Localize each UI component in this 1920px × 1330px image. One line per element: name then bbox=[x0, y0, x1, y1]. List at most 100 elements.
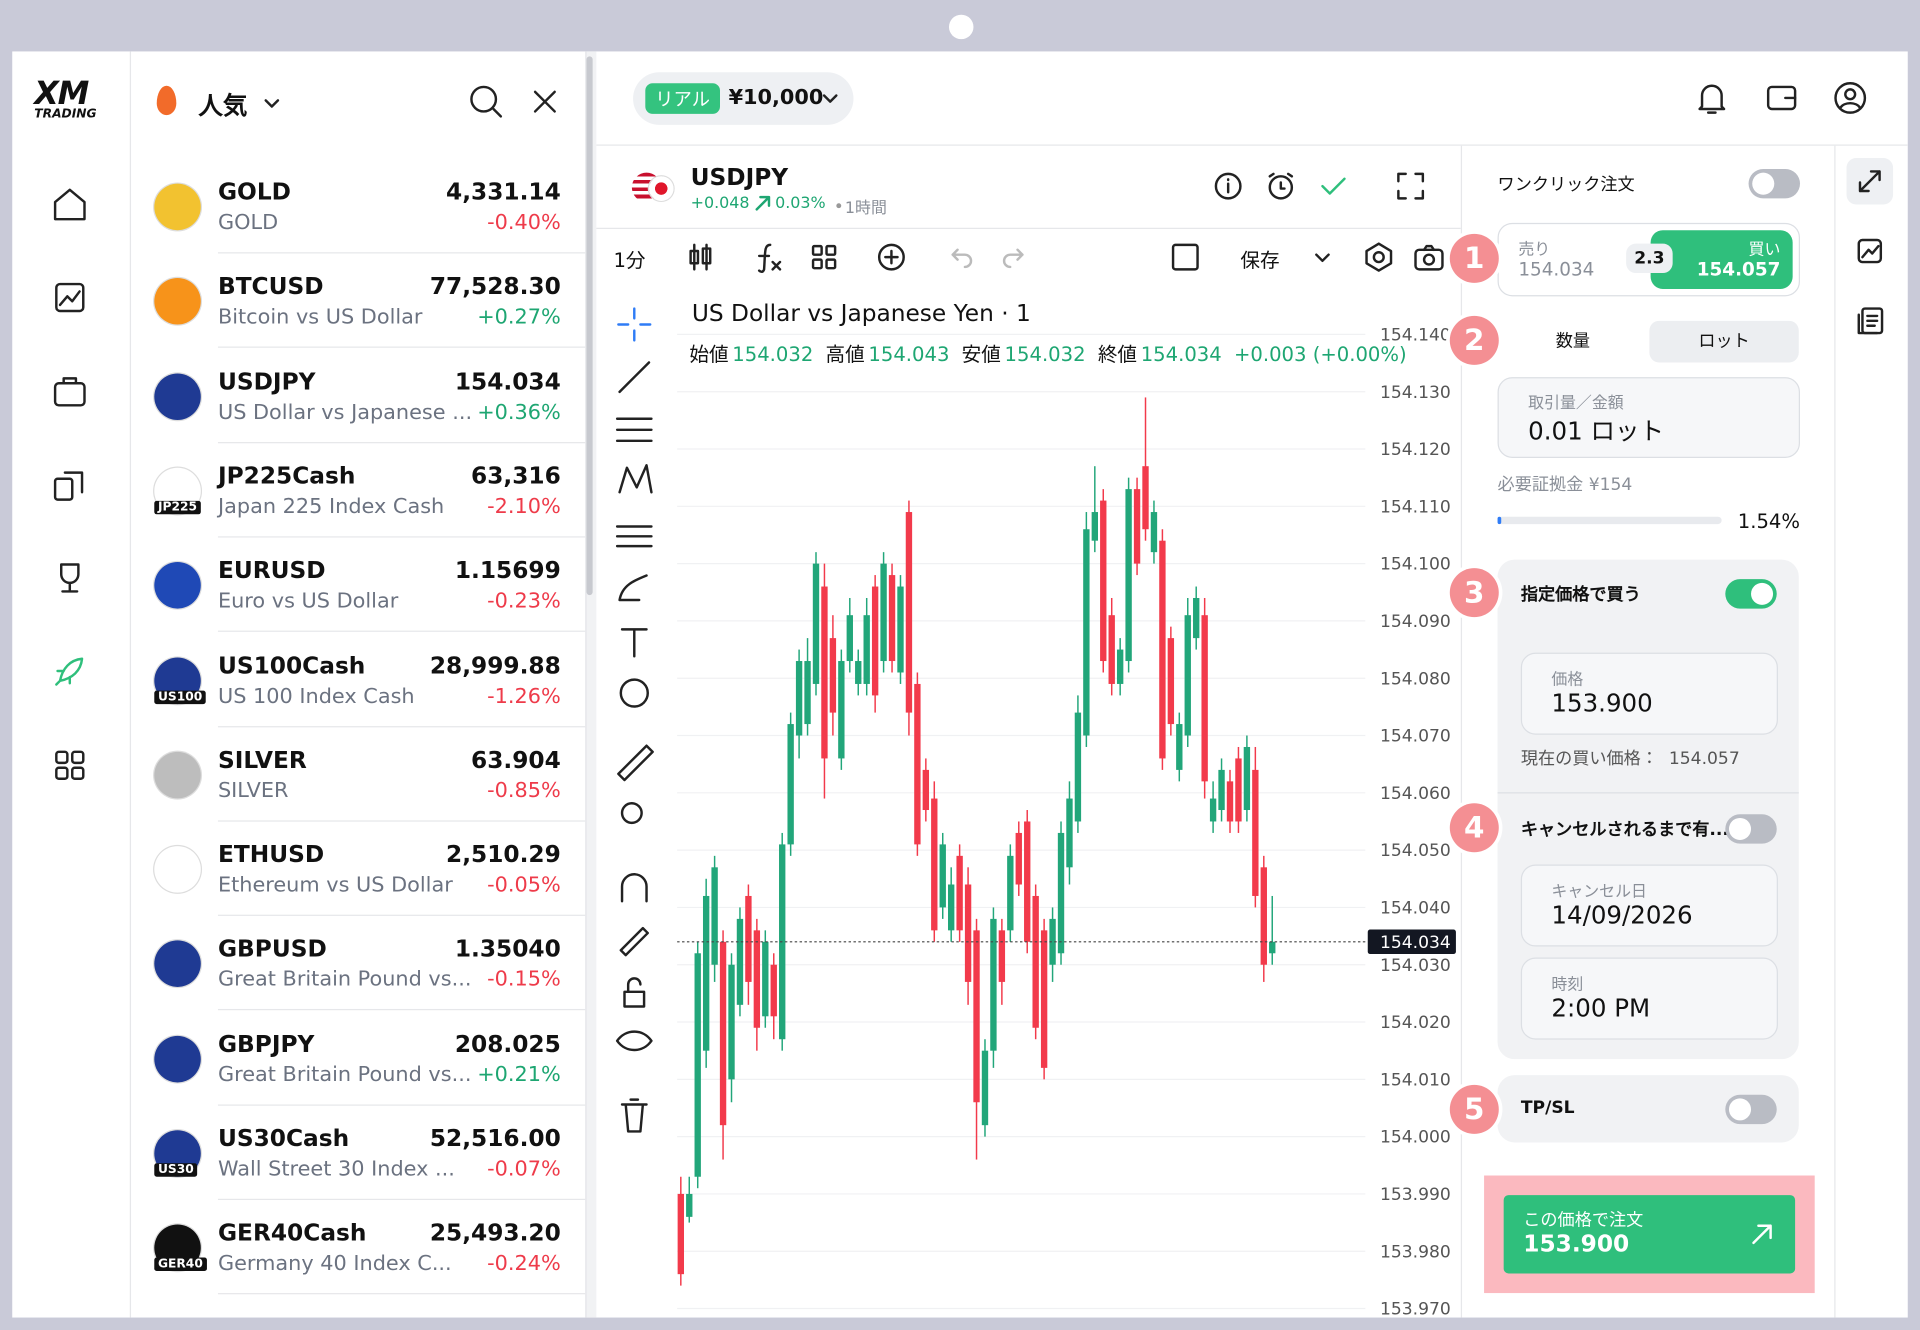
price-input[interactable] bbox=[1520, 652, 1778, 735]
portfolio-icon[interactable] bbox=[45, 367, 94, 416]
time-input[interactable] bbox=[1520, 957, 1778, 1040]
emoji-tool[interactable] bbox=[619, 678, 649, 708]
account-chevron[interactable] bbox=[818, 86, 842, 110]
wallet-icon[interactable] bbox=[1761, 77, 1803, 119]
sell-label[interactable]: 売り bbox=[1518, 241, 1551, 260]
save-chevron[interactable] bbox=[1310, 245, 1334, 269]
cancel-date-input[interactable] bbox=[1520, 864, 1778, 947]
layout-box-icon[interactable] bbox=[1168, 240, 1202, 274]
change: +0.36% bbox=[477, 399, 561, 425]
save-button[interactable]: 保存 bbox=[1240, 248, 1280, 272]
row-divider bbox=[217, 1293, 586, 1295]
submit-button[interactable] bbox=[1503, 1195, 1796, 1274]
tab-lot[interactable]: ロット bbox=[1649, 320, 1799, 363]
gtc-toggle[interactable] bbox=[1725, 814, 1777, 844]
dot bbox=[836, 203, 842, 209]
eye-tool[interactable] bbox=[615, 1030, 653, 1052]
fullscreen-icon[interactable] bbox=[1393, 169, 1427, 203]
watchlist-filter[interactable]: 人気 bbox=[198, 90, 248, 121]
trade-chart-icon[interactable] bbox=[1853, 234, 1887, 268]
watchlist-row[interactable]: GOLD 4,331.14 GOLD -0.40% bbox=[131, 159, 586, 254]
name: Germany 40 Index C... bbox=[217, 1251, 452, 1277]
text-tool[interactable] bbox=[620, 628, 648, 658]
watchlist-row[interactable]: USDJPY 154.034 US Dollar vs Japanese ... +0… bbox=[131, 348, 586, 443]
magnet-tool[interactable] bbox=[620, 873, 648, 903]
search-icon[interactable] bbox=[467, 82, 506, 121]
price: 154.034 bbox=[454, 368, 561, 396]
change: -0.15% bbox=[487, 967, 561, 993]
filter-chevron[interactable] bbox=[260, 91, 284, 115]
user-icon[interactable] bbox=[1829, 77, 1871, 119]
price: 63.904 bbox=[471, 746, 561, 774]
candle-body bbox=[855, 661, 862, 684]
fib-tool[interactable] bbox=[615, 525, 653, 548]
crosshair-tool[interactable] bbox=[617, 307, 652, 342]
watchlist-row[interactable]: EURUSD 1.15699 Euro vs US Dollar -0.23% bbox=[131, 538, 586, 633]
redo-icon[interactable] bbox=[998, 240, 1032, 274]
legend-value: 154.032 bbox=[732, 342, 814, 367]
home-icon[interactable] bbox=[45, 180, 94, 229]
annotation: 2 bbox=[1449, 315, 1499, 365]
rocket-icon[interactable] bbox=[45, 647, 94, 696]
brush-tool[interactable] bbox=[618, 574, 648, 602]
watchlist-row[interactable]: ETHUSD 2,510.29 Ethereum vs US Dollar -0.05… bbox=[131, 822, 586, 917]
zoom-tool[interactable] bbox=[620, 802, 643, 825]
close-icon[interactable] bbox=[528, 84, 562, 118]
watchlist-row[interactable]: US100 US100Cash 28,999.88 US 100 Index Cash… bbox=[131, 632, 586, 727]
volume-input[interactable] bbox=[1497, 377, 1801, 458]
watchlist-row[interactable]: GER40 GER40Cash 25,493.20 Germany 40 Index … bbox=[131, 1200, 586, 1295]
tpsl-toggle[interactable] bbox=[1725, 1094, 1777, 1125]
camera-icon[interactable] bbox=[1412, 240, 1446, 274]
row-divider bbox=[217, 820, 586, 822]
chart-icon[interactable] bbox=[45, 273, 94, 322]
legend-label: 始値 bbox=[689, 342, 729, 367]
trash-tool[interactable] bbox=[620, 1098, 648, 1133]
candle-type-icon[interactable] bbox=[683, 240, 717, 274]
timeframe[interactable]: 1分 bbox=[613, 248, 646, 272]
candle-body bbox=[1201, 615, 1208, 782]
tab-quantity[interactable]: 数量 bbox=[1555, 331, 1591, 352]
margin-usage: 1.54% bbox=[1737, 509, 1801, 533]
candle-body bbox=[1100, 500, 1107, 662]
scroll-thumb[interactable] bbox=[586, 56, 593, 596]
copy-icon[interactable] bbox=[45, 460, 94, 509]
news-icon[interactable] bbox=[1853, 304, 1887, 338]
unlock-tool[interactable] bbox=[623, 977, 646, 1008]
trophy-icon[interactable] bbox=[45, 553, 94, 602]
line-tool[interactable] bbox=[618, 361, 651, 394]
watchlist-row[interactable]: SILVER 63.904 SILVER -0.85% bbox=[131, 727, 586, 822]
watchlist-row[interactable]: US30 US30Cash 52,516.00 Wall Street 30 Inde… bbox=[131, 1106, 586, 1201]
pattern-tool[interactable] bbox=[618, 464, 653, 494]
row-divider bbox=[217, 1104, 586, 1106]
candle-body bbox=[1269, 941, 1276, 954]
candle-body bbox=[922, 769, 930, 811]
submit-label: この価格で注文 bbox=[1523, 1211, 1644, 1231]
watchlist-row[interactable]: GBPUSD 1.35040 Great Britain Pound vs... -0… bbox=[131, 916, 586, 1011]
check-icon[interactable] bbox=[1316, 169, 1350, 203]
watchlist-row[interactable]: BTCUSD 77,528.30 Bitcoin vs US Dollar +0.27… bbox=[131, 254, 586, 349]
undo-icon[interactable] bbox=[943, 240, 977, 274]
buy-button[interactable] bbox=[1650, 230, 1793, 289]
watchlist-row[interactable]: JP225 JP225Cash 63,316 Japan 225 Index Cash… bbox=[131, 443, 586, 538]
one-click-toggle[interactable] bbox=[1748, 168, 1801, 199]
layout-icon[interactable] bbox=[807, 240, 841, 274]
indicator-icon[interactable] bbox=[751, 240, 785, 274]
bell-icon[interactable] bbox=[1691, 77, 1733, 119]
apps-icon[interactable] bbox=[45, 741, 94, 790]
add-icon[interactable] bbox=[874, 240, 908, 274]
ruler-tool[interactable] bbox=[617, 744, 654, 782]
info-icon[interactable] bbox=[1211, 169, 1245, 203]
alert-icon[interactable] bbox=[1264, 169, 1298, 203]
candle-body bbox=[964, 884, 972, 982]
instrument-icon bbox=[154, 278, 201, 325]
sell-price[interactable]: 154.034 bbox=[1518, 258, 1595, 281]
settings-icon[interactable] bbox=[1362, 240, 1396, 274]
lines-tool[interactable] bbox=[615, 417, 653, 443]
candle-body bbox=[686, 1193, 693, 1217]
symbol: USDJPY bbox=[217, 368, 316, 396]
lock-draw-tool[interactable] bbox=[619, 926, 649, 957]
change: +0.21% bbox=[477, 1062, 561, 1087]
watchlist-row[interactable]: GBPJPY 208.025 Great Britain Pound vs... +0… bbox=[131, 1011, 586, 1106]
limit-toggle[interactable] bbox=[1725, 579, 1777, 609]
expand-icon[interactable] bbox=[1853, 164, 1887, 198]
